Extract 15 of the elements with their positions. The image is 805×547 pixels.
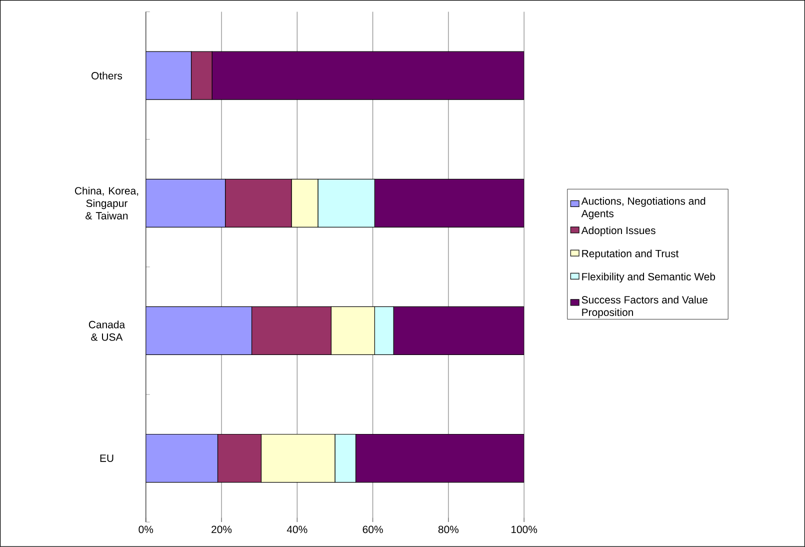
y-tick-label: Canada & USA xyxy=(88,320,126,341)
x-tick-label: 0% xyxy=(138,526,154,534)
x-tick-label: 80% xyxy=(438,526,459,534)
x-tick-label: 60% xyxy=(362,526,383,534)
y-tick-label: EU xyxy=(100,454,114,462)
legend-label: Success Factors and Value Proposition xyxy=(582,296,708,318)
legend-label: Reputation and Trust xyxy=(582,250,679,260)
legend-label: Auctions, Negotiations and Agents xyxy=(581,197,706,220)
x-tick-label: 20% xyxy=(212,526,232,534)
x-tick-label: 40% xyxy=(286,526,308,534)
legend-label: Adoption Issues xyxy=(581,226,656,236)
y-tick-label: Others xyxy=(92,72,122,80)
y-tick-label: China, Korea, Singapur & Taiwan xyxy=(74,186,138,220)
legend-label: Flexibility and Semantic Web xyxy=(582,272,716,283)
x-tick-label: 100% xyxy=(511,526,538,534)
